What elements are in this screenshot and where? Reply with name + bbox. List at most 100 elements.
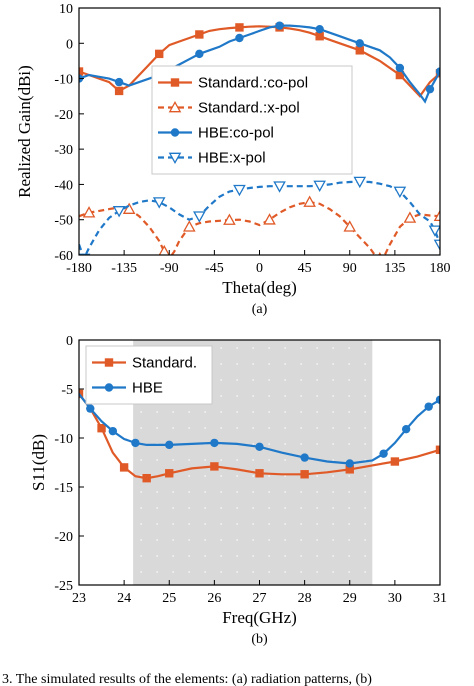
- band-dot: [156, 459, 158, 461]
- band-dot: [188, 507, 190, 509]
- band-dot: [220, 395, 222, 397]
- band-dot: [268, 379, 270, 381]
- band-dot: [204, 523, 206, 525]
- band-dot: [172, 459, 174, 461]
- band-dot: [236, 347, 238, 349]
- x-tick-label: 24: [117, 591, 131, 606]
- band-dot: [252, 411, 254, 413]
- series-line-hbe-x-pol: [79, 180, 440, 255]
- y-tick-label: -20: [54, 530, 73, 545]
- legend-marker-hbe: [104, 383, 114, 392]
- band-dot: [300, 539, 302, 541]
- band-dot: [252, 347, 254, 349]
- band-dot: [364, 523, 366, 525]
- band-dot: [284, 347, 286, 349]
- band-dot: [316, 507, 318, 509]
- band-dot: [348, 411, 350, 413]
- data-point-standard: [255, 469, 264, 478]
- band-dot: [300, 571, 302, 573]
- legend-label-standard-co-pol: Standard.:co-pol: [198, 75, 308, 92]
- x-tick-label: -180: [66, 261, 92, 276]
- band-dot: [348, 571, 350, 573]
- band-dot: [332, 491, 334, 493]
- band-dot: [204, 539, 206, 541]
- data-point-standard-x-pol: [433, 209, 440, 222]
- band-dot: [332, 523, 334, 525]
- legend-label-standard: Standard.: [132, 355, 197, 372]
- panel-b-y-axis-label: S11(dB): [29, 434, 48, 491]
- band-dot: [140, 491, 142, 493]
- data-point-standard-co-pol: [355, 46, 364, 55]
- band-dot: [252, 539, 254, 541]
- band-dot: [316, 395, 318, 397]
- data-point-hbe: [165, 440, 174, 450]
- panel-a-y-axis-label: Realized Gain(dBi): [15, 65, 34, 198]
- band-dot: [348, 555, 350, 557]
- band-dot: [284, 539, 286, 541]
- band-dot: [268, 539, 270, 541]
- data-point-standard-co-pol: [79, 67, 84, 76]
- band-dot: [156, 411, 158, 413]
- band-dot: [252, 571, 254, 573]
- band-dot: [348, 507, 350, 509]
- band-dot: [172, 427, 174, 429]
- y-tick-label: 0: [66, 37, 73, 52]
- band-dot: [220, 571, 222, 573]
- band-dot: [140, 507, 142, 509]
- band-dot: [284, 427, 286, 429]
- band-dot: [364, 539, 366, 541]
- band-dot: [364, 555, 366, 557]
- band-dot: [300, 555, 302, 557]
- band-dot: [140, 523, 142, 525]
- x-tick-label: 25: [162, 591, 176, 606]
- data-point-hbe-x-pol: [393, 186, 407, 199]
- band-dot: [348, 427, 350, 429]
- data-point-hbe-x-pol: [273, 181, 286, 193]
- y-tick-label: -25: [54, 579, 73, 594]
- band-dot: [348, 379, 350, 381]
- data-point-standard-co-pol: [315, 32, 324, 41]
- band-dot: [316, 491, 318, 493]
- x-tick-label: 26: [207, 591, 221, 606]
- band-dot: [188, 427, 190, 429]
- band-dot: [284, 555, 286, 557]
- data-point-hbe: [379, 449, 388, 458]
- band-dot: [140, 571, 142, 573]
- data-point-hbe: [210, 438, 219, 448]
- y-tick-label: -5: [61, 383, 73, 398]
- x-tick-label: 31: [433, 591, 447, 606]
- x-tick-label: 23: [72, 591, 86, 606]
- band-dot: [220, 523, 222, 525]
- data-point-standard-x-pol: [263, 213, 276, 225]
- panel-a-legend: Standard.:co-pol Standard.:x-pol HBE:co-po…: [151, 65, 353, 175]
- data-point-hbe: [86, 404, 95, 413]
- band-dot: [188, 555, 190, 557]
- band-dot: [268, 443, 270, 445]
- band-dot: [156, 427, 158, 429]
- y-tick-label: -20: [54, 108, 73, 123]
- data-point-hbe-co-pol: [114, 77, 124, 87]
- band-dot: [252, 555, 254, 557]
- band-dot: [316, 475, 318, 477]
- band-dot: [364, 379, 366, 381]
- data-point-standard-x-pol: [183, 220, 196, 232]
- x-tick-label: -135: [111, 261, 137, 276]
- band-dot: [300, 395, 302, 397]
- series-line-standard-co-pol: [79, 25, 440, 98]
- data-point-standard: [142, 473, 151, 483]
- x-tick-label: 30: [388, 591, 402, 606]
- band-dot: [252, 427, 254, 429]
- band-dot: [220, 555, 222, 557]
- data-point-hbe: [424, 402, 433, 411]
- x-tick-label: 27: [253, 591, 267, 606]
- data-point-hbe-x-pol: [233, 184, 246, 197]
- x-tick-label: 45: [298, 261, 312, 276]
- band-dot: [220, 459, 222, 461]
- x-tick-label: 28: [298, 591, 312, 606]
- legend-marker-standard-x-pol: [168, 100, 182, 113]
- band-dot: [252, 395, 254, 397]
- band-dot: [236, 539, 238, 541]
- band-dot: [220, 363, 222, 365]
- band-dot: [172, 539, 174, 541]
- x-tick-label: 180: [430, 261, 451, 276]
